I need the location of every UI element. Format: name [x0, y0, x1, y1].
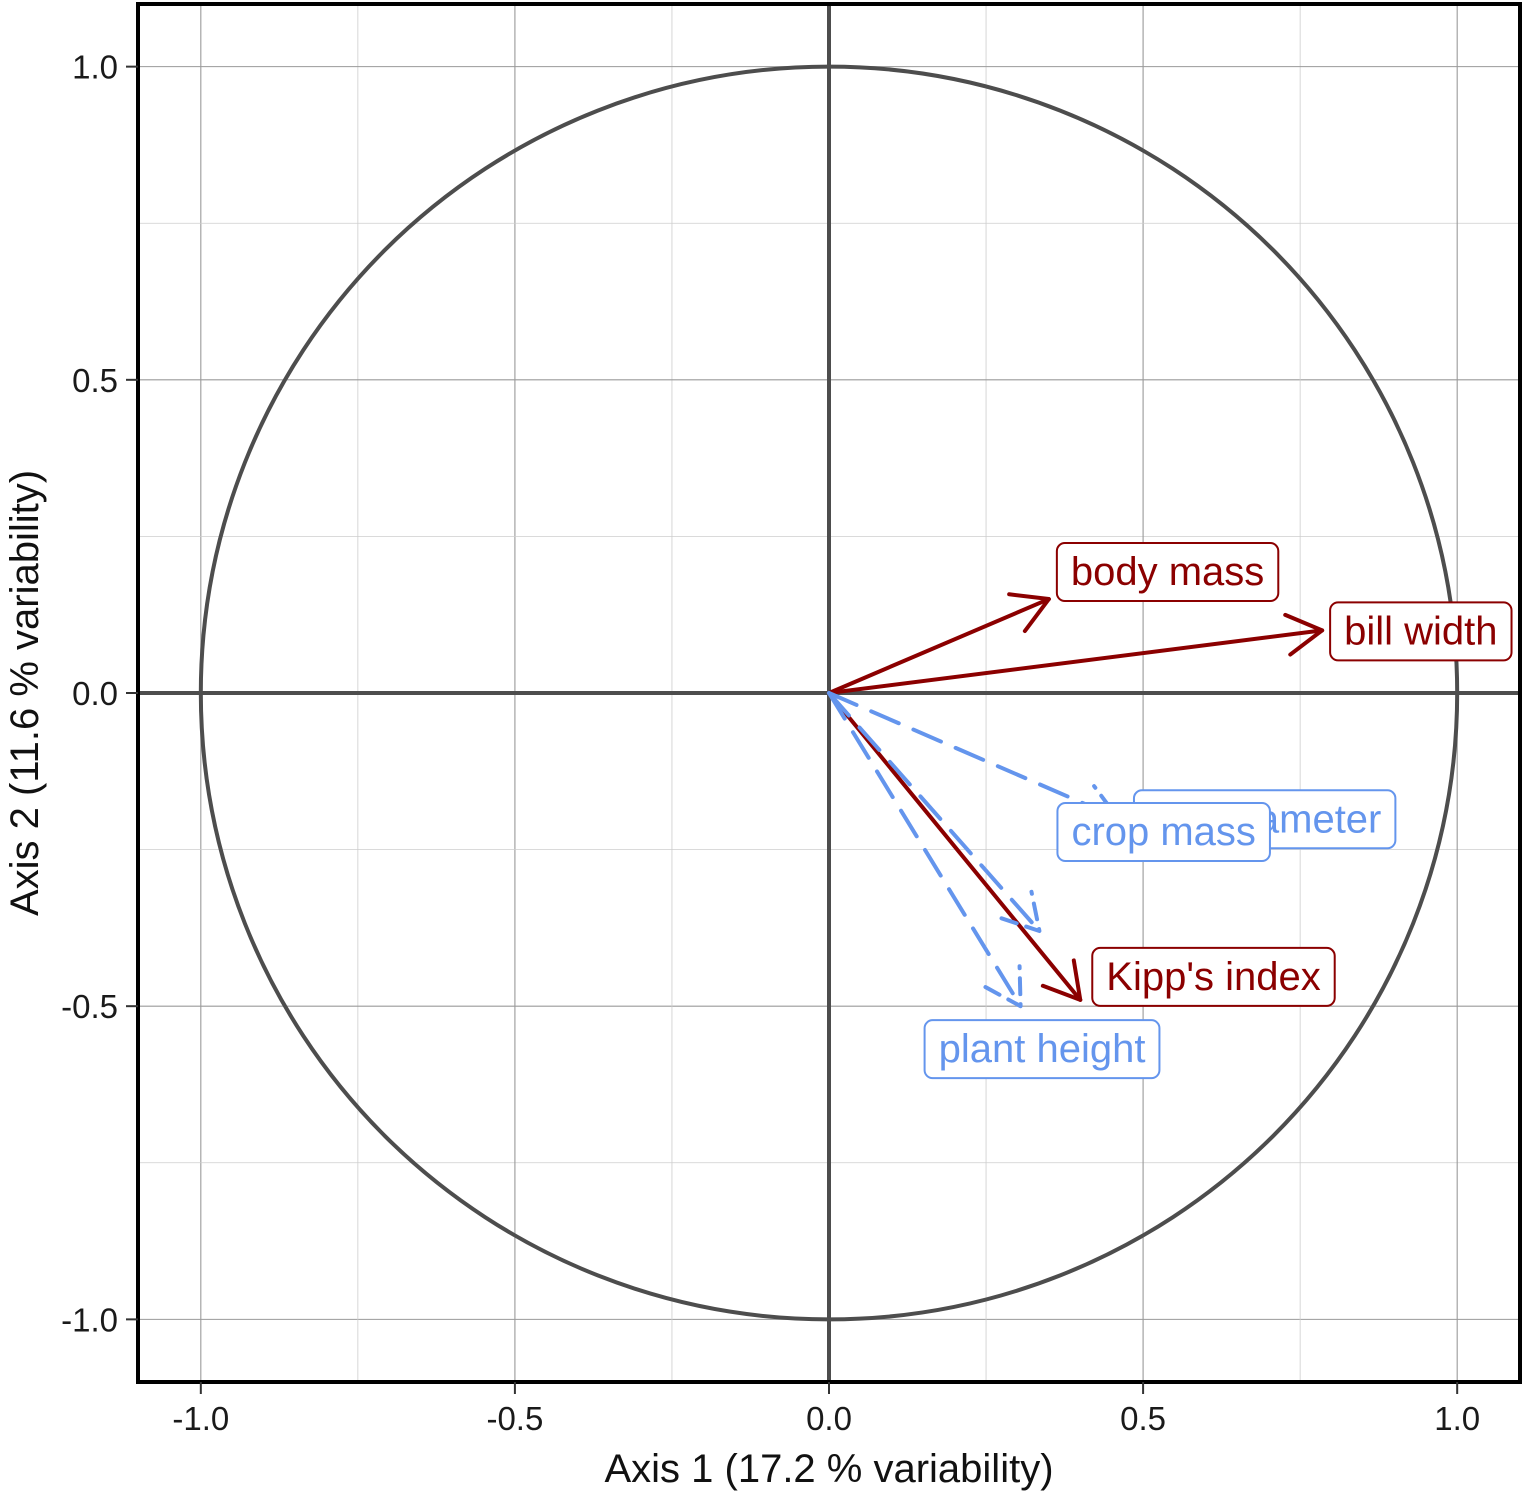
vector-arrowhead — [999, 889, 1042, 934]
vector-label: bill width — [1329, 601, 1513, 662]
vector-label-text: plant height — [939, 1027, 1146, 1071]
x-tick-label: 0.0 — [806, 1400, 852, 1437]
vector-line — [827, 628, 1325, 695]
tick-marks — [126, 65, 1459, 1394]
vector-label: body mass — [1055, 542, 1280, 603]
y-tick-label: -0.5 — [61, 988, 118, 1025]
x-tick-label: -1.0 — [172, 1400, 229, 1437]
y-tick-label: -1.0 — [61, 1301, 118, 1338]
x-tick-labels: -1.0 -0.5 0.0 0.5 1.0 — [172, 1400, 1480, 1437]
vector-line — [827, 691, 1120, 821]
vector-arrowhead — [1283, 612, 1325, 657]
vector-arrowhead — [983, 964, 1023, 1009]
vector-line — [827, 691, 1083, 1002]
vector-label-text: bill width — [1344, 609, 1497, 653]
vector-label-text: crop mass — [1071, 810, 1256, 854]
vector-arrowhead — [1007, 592, 1051, 634]
y-tick-label: 0.5 — [72, 362, 118, 399]
vector-label: Kipp's index — [1091, 946, 1336, 1007]
vector-line — [827, 691, 1042, 934]
vector-arrows — [827, 592, 1325, 1009]
vector-label-box — [1091, 946, 1336, 1007]
vector-label: crop mass — [1056, 802, 1271, 863]
x-tick-label: 0.5 — [1120, 1400, 1166, 1437]
x-axis-title: Axis 1 (17.2 % variability) — [604, 1447, 1053, 1491]
y-tick-label: 0.0 — [72, 675, 118, 712]
vector-label: plant height — [923, 1019, 1161, 1080]
vector-label-box — [1056, 802, 1271, 863]
x-tick-label: 1.0 — [1434, 1400, 1480, 1437]
y-axis-title: Axis 2 (11.6 % variability) — [3, 470, 47, 916]
y-tick-labels: 1.0 0.5 0.0 -0.5 -1.0 — [61, 49, 118, 1339]
vector-label-box — [1055, 542, 1280, 603]
vector-label-text: Kipp's index — [1106, 955, 1320, 999]
y-tick-label: 1.0 — [72, 49, 118, 86]
vector-label-text: body mass — [1071, 550, 1264, 594]
vector-line — [827, 597, 1051, 695]
vector-label-box — [1329, 601, 1513, 662]
vector-line — [827, 691, 1023, 1009]
x-tick-label: -0.5 — [486, 1400, 543, 1437]
vector-arrowhead — [1040, 958, 1083, 1002]
vector-label-box — [923, 1019, 1161, 1080]
